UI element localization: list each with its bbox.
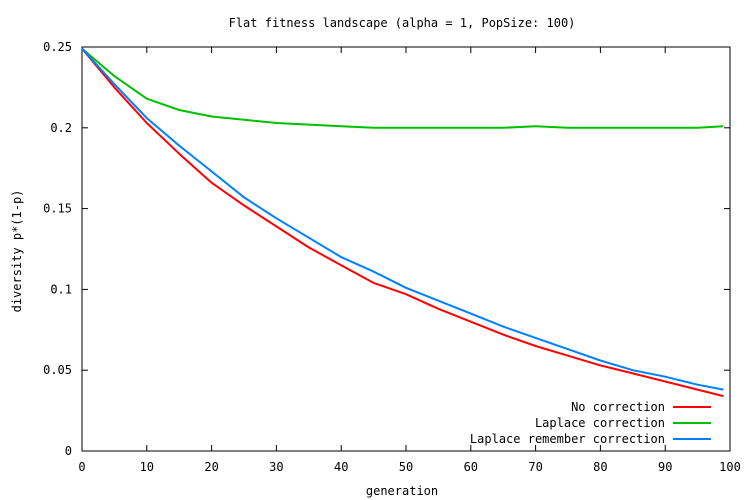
legend-label-no-correction: No correction: [571, 400, 665, 414]
x-tick-label: 100: [719, 460, 741, 474]
series-line-laplace-correction: [81, 47, 724, 129]
y-tick-label: 0: [65, 444, 72, 458]
series-line-laplace-remember-correction: [81, 47, 724, 391]
plot-lines: [81, 47, 724, 398]
x-tick-label: 60: [464, 460, 478, 474]
x-tick-label: 80: [593, 460, 607, 474]
x-tick-label: 10: [140, 460, 154, 474]
x-tick-label: 50: [399, 460, 413, 474]
legend-label-laplace-correction: Laplace correction: [535, 416, 665, 430]
axes: 0 10 20 30 40 50 60 70 80 90 100 0 0.05 0.1 0.15 0.2 0.2…: [43, 40, 741, 474]
y-tick-label: 0.1: [50, 282, 72, 296]
x-tick-label: 90: [658, 460, 672, 474]
series-line-no-correction: [81, 47, 724, 398]
y-tick-label: 0.25: [43, 40, 72, 54]
x-tick-label: 0: [78, 460, 85, 474]
chart-title: Flat fitness landscape (alpha = 1, PopSi…: [229, 16, 576, 30]
x-tick-label: 30: [269, 460, 283, 474]
x-tick-label: 20: [204, 460, 218, 474]
y-tick-label: 0.05: [43, 363, 72, 377]
y-tick-label: 0.15: [43, 202, 72, 216]
y-axis-label: diversity p*(1-p): [10, 190, 24, 313]
x-axis-label: generation: [366, 484, 438, 498]
x-tick-label: 70: [528, 460, 542, 474]
x-tick-label: 40: [334, 460, 348, 474]
legend: No correction Laplace correction Laplace r…: [470, 400, 711, 446]
legend-label-laplace-remember-correction: Laplace remember correction: [470, 432, 665, 446]
y-tick-label: 0.2: [50, 121, 72, 135]
